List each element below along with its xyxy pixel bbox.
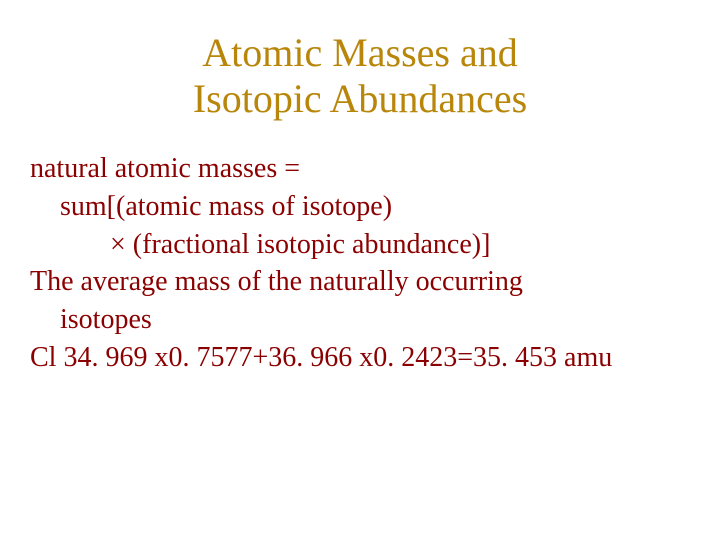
body-line-1: natural atomic masses =: [30, 150, 690, 188]
slide-container: Atomic Masses and Isotopic Abundances na…: [0, 0, 720, 540]
slide-title: Atomic Masses and Isotopic Abundances: [30, 30, 690, 122]
slide-body: natural atomic masses = sum[(atomic mass…: [30, 150, 690, 377]
body-line-2: sum[(atomic mass of isotope): [60, 188, 690, 226]
body-line-5: isotopes: [60, 301, 690, 339]
body-line-6: Cl 34. 969 x0. 7577+36. 966 x0. 2423=35.…: [30, 339, 690, 377]
title-line-1: Atomic Masses and: [202, 30, 518, 75]
title-line-2: Isotopic Abundances: [193, 76, 527, 121]
body-line-4: The average mass of the naturally occurr…: [30, 263, 690, 301]
body-line-3: × (fractional isotopic abundance)]: [110, 226, 690, 264]
